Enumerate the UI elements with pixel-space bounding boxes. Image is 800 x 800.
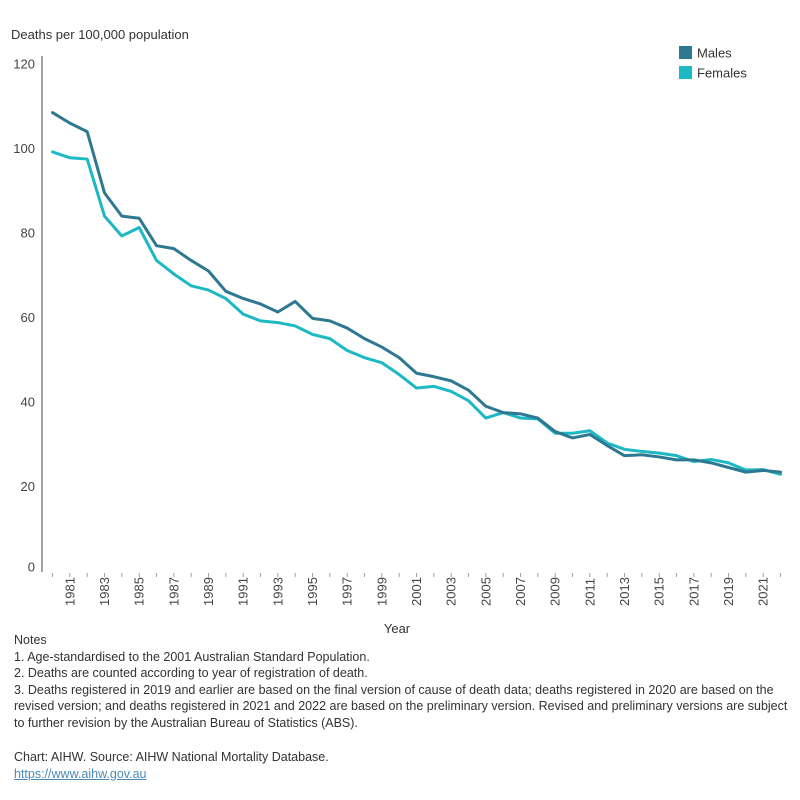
- legend[interactable]: Males Females: [679, 46, 747, 81]
- x-tick-label: 2007: [513, 577, 528, 606]
- y-tick-label: 20: [21, 479, 35, 494]
- source-section: Chart: AIHW. Source: AIHW National Morta…: [14, 749, 329, 782]
- notes-section: Notes 1. Age-standardised to the 2001 Au…: [14, 632, 789, 731]
- legend-label-females[interactable]: Females: [697, 66, 747, 81]
- x-tick-label: 1995: [305, 577, 320, 606]
- notes-heading: Notes: [14, 633, 47, 647]
- x-tick-label: 2021: [756, 577, 771, 606]
- x-tick-label: 1997: [340, 577, 355, 606]
- x-tick-label: 2019: [721, 577, 736, 606]
- y-tick-label: 120: [13, 57, 35, 72]
- y-tick-label: 40: [21, 395, 35, 410]
- line-chart: Deaths per 100,000 population 0 20 40 60 80 1…: [11, 27, 782, 636]
- note-item-2: 2. Deaths are counted according to year …: [14, 666, 368, 680]
- source-link[interactable]: https://www.aihw.gov.au: [14, 766, 147, 781]
- x-tick-label: 1987: [166, 577, 181, 606]
- x-tick-label: 1983: [97, 577, 112, 606]
- x-tick-label: 1985: [132, 577, 147, 606]
- x-tick-label: 2013: [617, 577, 632, 606]
- source-text: Chart: AIHW. Source: AIHW National Morta…: [14, 750, 329, 764]
- x-tick-label: 1999: [374, 577, 389, 606]
- y-tick-label: 60: [21, 310, 35, 325]
- legend-swatch-females[interactable]: [679, 66, 692, 79]
- x-tick-label: 2017: [686, 577, 701, 606]
- x-tick-label: 1991: [236, 577, 251, 606]
- note-item-1: 1. Age-standardised to the 2001 Australi…: [14, 649, 370, 664]
- x-tick-label: 1993: [270, 577, 285, 606]
- x-tick-label: 1981: [62, 577, 77, 606]
- y-tick-label: 80: [21, 226, 35, 241]
- x-tick-label: 2001: [409, 577, 424, 606]
- x-tick-label: 1989: [201, 577, 216, 606]
- x-tick-label: 2005: [478, 577, 493, 606]
- y-tick-label: 0: [28, 560, 35, 575]
- legend-swatch-males[interactable]: [679, 46, 692, 59]
- x-axis: 1981 1983 1985 1987 1989 1991 1993 1995 1997 1999…: [52, 573, 781, 606]
- x-axis-title: Year: [384, 621, 411, 636]
- x-tick-label: 2009: [548, 577, 563, 606]
- series-line-males[interactable]: [51, 111, 782, 474]
- series-line-females[interactable]: [51, 150, 782, 476]
- x-tick-label: 2015: [652, 577, 667, 606]
- y-axis: 0 20 40 60 80 100 120: [13, 57, 35, 575]
- y-tick-label: 100: [13, 141, 35, 156]
- x-tick-label: 2011: [582, 578, 597, 606]
- series-group: [51, 111, 782, 476]
- note-item-3: 3. Deaths registered in 2019 and earlier…: [14, 682, 788, 730]
- x-tick-label: 2003: [444, 577, 459, 606]
- legend-label-males[interactable]: Males: [697, 46, 732, 61]
- y-axis-title: Deaths per 100,000 population: [11, 27, 189, 42]
